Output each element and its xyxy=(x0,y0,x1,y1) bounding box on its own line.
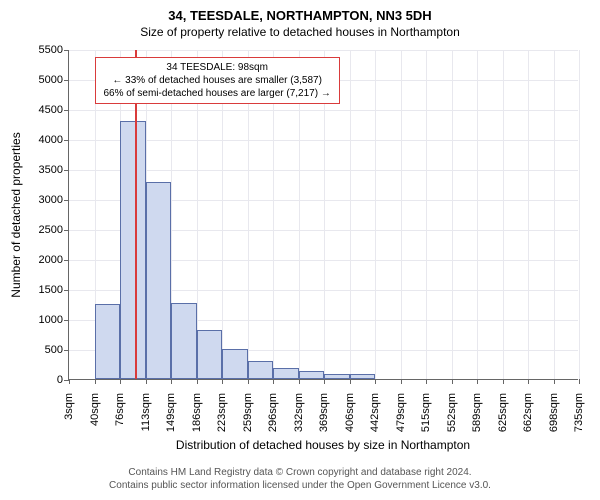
grid-line-v xyxy=(477,50,478,379)
y-tick-mark xyxy=(64,170,69,171)
grid-line-v xyxy=(375,50,376,379)
y-tick-label: 4000 xyxy=(39,134,63,146)
footer-line-2: Contains public sector information licen… xyxy=(109,479,491,492)
x-tick-mark xyxy=(299,379,300,384)
y-tick-mark xyxy=(64,230,69,231)
x-axis-label: Distribution of detached houses by size … xyxy=(176,438,470,452)
x-tick-mark xyxy=(171,379,172,384)
x-tick-mark xyxy=(324,379,325,384)
x-tick-mark xyxy=(528,379,529,384)
histogram-bar xyxy=(120,121,146,379)
annotation-line: ← 33% of detached houses are smaller (3,… xyxy=(104,74,331,87)
grid-line-v xyxy=(528,50,529,379)
grid-line-v xyxy=(350,50,351,379)
x-tick-label: 3sqm xyxy=(63,393,75,420)
y-tick-label: 0 xyxy=(57,374,63,386)
annotation-line: 66% of semi-detached houses are larger (… xyxy=(104,87,331,100)
histogram-bar xyxy=(222,349,248,379)
y-tick-mark xyxy=(64,140,69,141)
y-tick-mark xyxy=(64,50,69,51)
grid-line-v xyxy=(401,50,402,379)
y-tick-label: 1500 xyxy=(39,284,63,296)
x-tick-label: 259sqm xyxy=(242,393,254,432)
footer-line-1: Contains HM Land Registry data © Crown c… xyxy=(109,466,491,479)
histogram-bar xyxy=(248,361,274,379)
x-tick-label: 406sqm xyxy=(344,393,356,432)
x-tick-label: 332sqm xyxy=(293,393,305,432)
x-tick-label: 296sqm xyxy=(267,393,279,432)
x-tick-label: 479sqm xyxy=(395,393,407,432)
x-tick-mark xyxy=(401,379,402,384)
chart-title-sub: Size of property relative to detached ho… xyxy=(0,23,600,39)
x-tick-mark xyxy=(248,379,249,384)
plot-area: 0500100015002000250030003500400045005000… xyxy=(68,50,578,380)
grid-line-v xyxy=(426,50,427,379)
histogram-bar xyxy=(273,368,299,379)
y-tick-label: 2500 xyxy=(39,224,63,236)
x-tick-label: 186sqm xyxy=(191,393,203,432)
x-tick-label: 698sqm xyxy=(548,393,560,432)
x-tick-mark xyxy=(452,379,453,384)
histogram-bar xyxy=(171,303,197,379)
histogram-bar xyxy=(197,330,223,379)
x-tick-label: 369sqm xyxy=(318,393,330,432)
footer-attribution: Contains HM Land Registry data © Crown c… xyxy=(109,466,491,492)
x-tick-label: 625sqm xyxy=(497,393,509,432)
x-tick-mark xyxy=(222,379,223,384)
x-tick-label: 442sqm xyxy=(369,393,381,432)
y-tick-mark xyxy=(64,290,69,291)
grid-line-v xyxy=(452,50,453,379)
y-tick-label: 2000 xyxy=(39,254,63,266)
y-tick-label: 500 xyxy=(45,344,63,356)
y-tick-mark xyxy=(64,260,69,261)
y-tick-label: 4500 xyxy=(39,104,63,116)
x-tick-mark xyxy=(579,379,580,384)
annotation-line: 34 TEESDALE: 98sqm xyxy=(104,61,331,74)
x-tick-mark xyxy=(426,379,427,384)
x-tick-mark xyxy=(375,379,376,384)
chart-container: 34, TEESDALE, NORTHAMPTON, NN3 5DH Size … xyxy=(0,0,600,500)
y-tick-label: 3500 xyxy=(39,164,63,176)
grid-line-v xyxy=(503,50,504,379)
x-tick-mark xyxy=(146,379,147,384)
x-tick-label: 662sqm xyxy=(522,393,534,432)
x-tick-mark xyxy=(554,379,555,384)
y-tick-label: 5500 xyxy=(39,44,63,56)
annotation-box: 34 TEESDALE: 98sqm← 33% of detached hous… xyxy=(95,57,340,104)
x-tick-label: 113sqm xyxy=(140,393,152,431)
x-tick-label: 76sqm xyxy=(114,393,126,426)
chart-title-main: 34, TEESDALE, NORTHAMPTON, NN3 5DH xyxy=(0,0,600,23)
x-tick-label: 223sqm xyxy=(216,393,228,432)
x-tick-label: 40sqm xyxy=(89,393,101,426)
x-tick-mark xyxy=(350,379,351,384)
x-tick-mark xyxy=(120,379,121,384)
histogram-bar xyxy=(350,374,376,379)
histogram-bar xyxy=(146,182,172,379)
x-tick-label: 149sqm xyxy=(165,393,177,432)
y-tick-mark xyxy=(64,80,69,81)
x-tick-label: 589sqm xyxy=(471,393,483,432)
x-tick-label: 735sqm xyxy=(573,393,585,432)
y-axis-label: Number of detached properties xyxy=(9,132,23,297)
y-tick-mark xyxy=(64,320,69,321)
grid-line-v xyxy=(554,50,555,379)
grid-line-v xyxy=(579,50,580,379)
x-tick-mark xyxy=(273,379,274,384)
x-tick-mark xyxy=(69,379,70,384)
x-tick-mark xyxy=(95,379,96,384)
histogram-bar xyxy=(299,371,325,379)
y-tick-mark xyxy=(64,110,69,111)
x-tick-mark xyxy=(503,379,504,384)
x-tick-mark xyxy=(197,379,198,384)
x-tick-mark xyxy=(477,379,478,384)
x-tick-label: 552sqm xyxy=(446,393,458,432)
x-tick-label: 515sqm xyxy=(420,393,432,432)
y-tick-mark xyxy=(64,200,69,201)
y-tick-mark xyxy=(64,350,69,351)
histogram-bar xyxy=(324,374,350,379)
y-tick-label: 1000 xyxy=(39,314,63,326)
y-tick-label: 3000 xyxy=(39,194,63,206)
y-tick-label: 5000 xyxy=(39,74,63,86)
histogram-bar xyxy=(95,304,121,379)
